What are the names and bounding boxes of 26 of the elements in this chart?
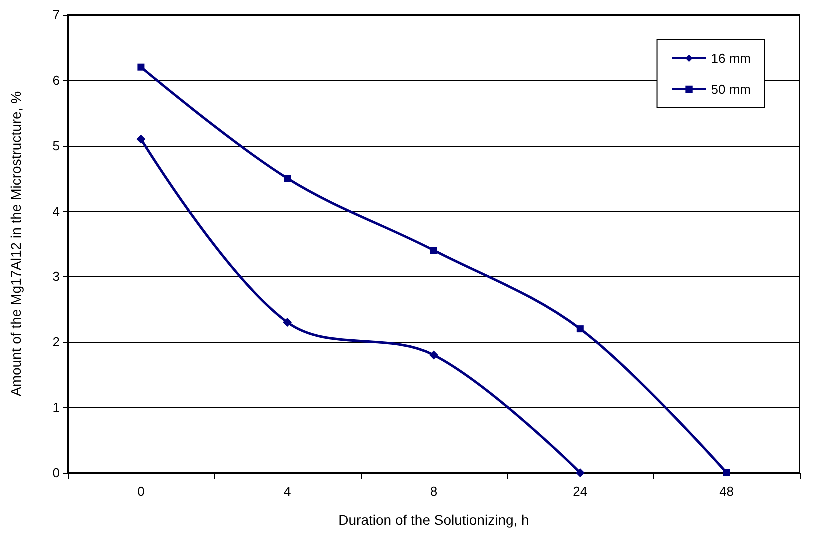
y-tick-label: 5 [52,138,60,154]
x-axis-title: Duration of the Solutionizing, h [338,512,530,528]
y-axis-title: Amount of the Mg17Al12 in the Microstructure, % [8,91,24,397]
x-tick-label: 0 [138,484,145,499]
point [284,175,292,182]
x-tick-label: 48 [720,484,734,499]
point [136,134,146,144]
y-tick-label: 7 [52,8,60,22]
point [723,470,730,476]
point [576,468,585,478]
point [283,318,292,328]
y-tick-label: 6 [52,72,60,88]
point [430,247,438,254]
x-tick-label: 4 [284,484,292,499]
y-tick-label: 4 [52,204,60,219]
y-tick-label: 3 [52,269,60,284]
point [430,350,438,360]
x-tick-label: 8 [430,484,438,499]
y-tick-label: 1 [52,400,60,416]
y-tick-label: 0 [52,466,60,480]
point [138,64,145,71]
x-tick-label: 24 [573,484,588,499]
legend-label: 16 mm [711,51,752,66]
point [576,326,584,333]
y-tick-label: 2 [52,334,60,350]
legend-label: 50 mm [711,82,752,97]
